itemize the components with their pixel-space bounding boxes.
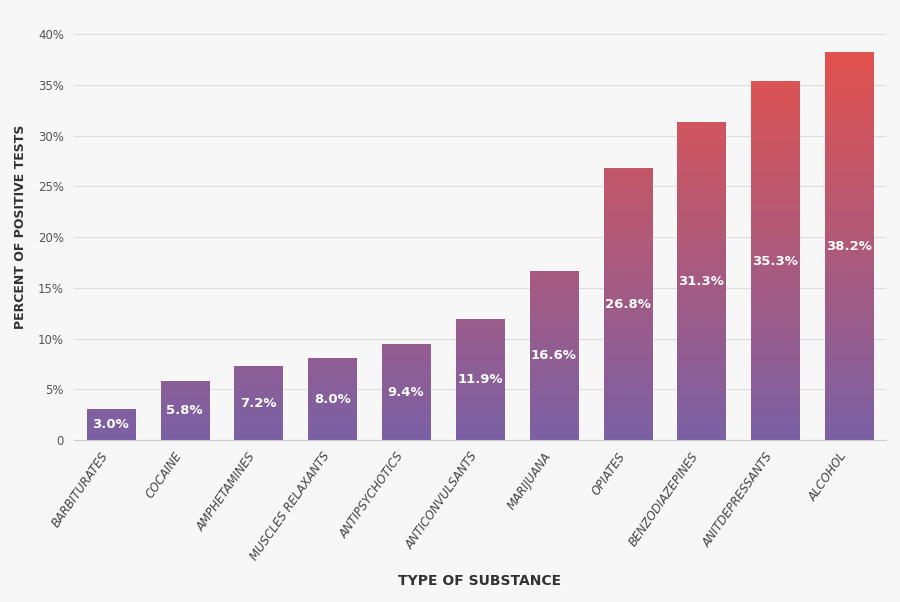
Text: 16.6%: 16.6% bbox=[531, 349, 577, 362]
Text: 7.2%: 7.2% bbox=[240, 397, 276, 410]
X-axis label: TYPE OF SUBSTANCE: TYPE OF SUBSTANCE bbox=[399, 574, 562, 588]
Text: 35.3%: 35.3% bbox=[752, 255, 798, 267]
Text: 26.8%: 26.8% bbox=[605, 297, 651, 311]
Text: 5.8%: 5.8% bbox=[166, 404, 202, 417]
Text: 31.3%: 31.3% bbox=[679, 275, 725, 288]
Text: 3.0%: 3.0% bbox=[93, 418, 129, 432]
Text: 38.2%: 38.2% bbox=[826, 240, 872, 253]
Text: 11.9%: 11.9% bbox=[457, 373, 503, 386]
Text: 8.0%: 8.0% bbox=[314, 393, 351, 406]
Text: 9.4%: 9.4% bbox=[388, 386, 425, 399]
Y-axis label: PERCENT OF POSITIVE TESTS: PERCENT OF POSITIVE TESTS bbox=[14, 125, 27, 329]
